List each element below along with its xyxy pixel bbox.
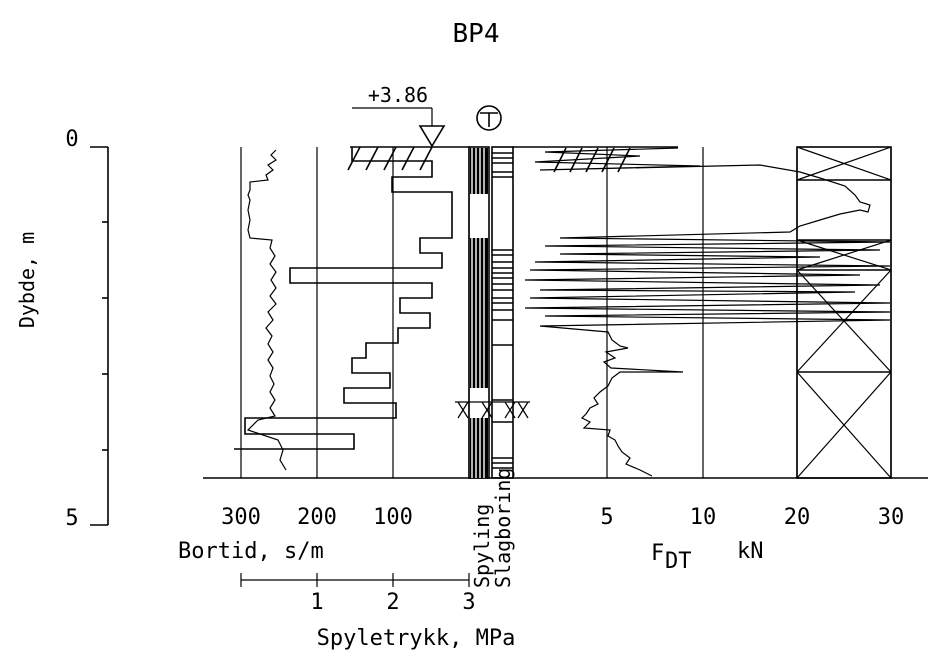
bortid-tick-200: 200 (297, 505, 337, 530)
depth-axis: 0 5 Dybde, m (15, 127, 109, 531)
force-tick-30: 30 (878, 505, 905, 530)
force-axis-label-main: F (651, 541, 664, 566)
spyletrykk-axis-label: Spyletrykk, MPa (317, 626, 516, 651)
force-tick-20: 20 (784, 505, 811, 530)
ground-hatch-left (347, 146, 470, 171)
depth-tick-5: 5 (65, 506, 78, 531)
force-axis-label-sub: DT (665, 549, 692, 574)
bortid-tick-300: 300 (221, 505, 261, 530)
diagram-title: BP4 (453, 19, 500, 49)
spyletrykk-curve (246, 149, 287, 471)
elevation-marker: +3.86 (352, 83, 446, 148)
elevation-label: +3.86 (368, 83, 428, 107)
bortid-axis-label: Bortid, s/m (178, 539, 324, 564)
spyletrykk-tick-3: 3 (462, 590, 475, 615)
bortid-bars (234, 147, 453, 450)
force-axis-label-unit: kN (737, 539, 764, 564)
spyletrykk-axis (240, 573, 470, 587)
fdt-curve (524, 147, 891, 477)
force-box-grid (796, 146, 892, 479)
depth-axis-label: Dybde, m (15, 232, 39, 328)
spyletrykk-tick-1: 1 (310, 590, 323, 615)
spyling-column (468, 146, 490, 479)
bortid-gridlines (240, 147, 470, 478)
slagboring-label: Slagboring (491, 468, 515, 588)
depth-tick-0: 0 (65, 127, 78, 152)
slagboring-column (491, 146, 514, 479)
spyletrykk-tick-2: 2 (386, 590, 399, 615)
force-tick-5: 5 (600, 505, 613, 530)
spyling-label: Spyling (470, 504, 494, 588)
force-tick-10: 10 (690, 505, 717, 530)
t-in-circle-icon (476, 105, 502, 131)
triangle-down-icon (418, 125, 446, 148)
water-level-marks (455, 401, 530, 419)
bortid-tick-100: 100 (373, 505, 413, 530)
